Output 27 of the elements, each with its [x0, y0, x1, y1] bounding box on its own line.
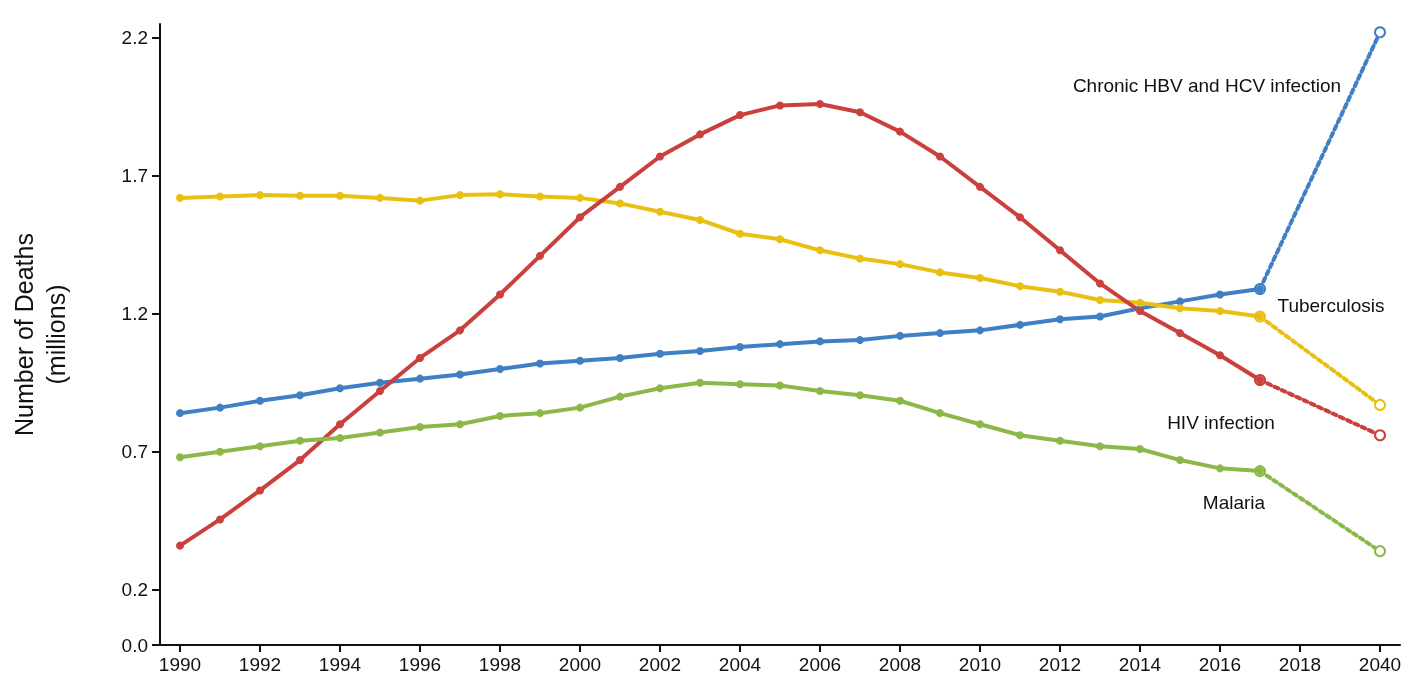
x-tick-label: 2000 [558, 654, 602, 675]
x-tick-label: 2004 [718, 654, 762, 675]
y-tick-label: 1.2 [121, 303, 148, 325]
x-tick-label: 2018 [1278, 654, 1322, 675]
series-label: Malaria [1202, 491, 1266, 513]
x-tick-label: 2010 [958, 654, 1002, 675]
x-tick-label: 1998 [478, 654, 522, 675]
x-tick-label: 2016 [1198, 654, 1242, 675]
y-tick-label: 1.7 [121, 165, 148, 187]
x-tick-label: 2002 [638, 654, 682, 675]
x-tick-label: 2012 [1038, 654, 1082, 675]
x-tick-label: 1994 [318, 654, 362, 675]
x-tick-label: 2008 [878, 654, 922, 675]
series-label: Chronic HBV and HCV infection [1072, 74, 1342, 96]
y-tick-label: 2.2 [121, 27, 148, 49]
x-tick-label: 2014 [1118, 654, 1162, 675]
x-tick-label: 1992 [238, 654, 282, 675]
x-tick-label: 1990 [158, 654, 202, 675]
y-tick-label: 0.7 [121, 441, 148, 463]
x-tick-label: 1996 [398, 654, 442, 675]
y-tick-label: 0.0 [121, 634, 148, 656]
y-axis-title: Number of Deaths (millions) [10, 233, 70, 436]
y-tick-label: 0.2 [121, 579, 148, 601]
x-tick-label: 2040 [1358, 654, 1402, 675]
x-tick-label: 2006 [798, 654, 842, 675]
series-label: Tuberculosis [1277, 295, 1385, 317]
series-label: HIV infection [1167, 411, 1275, 433]
